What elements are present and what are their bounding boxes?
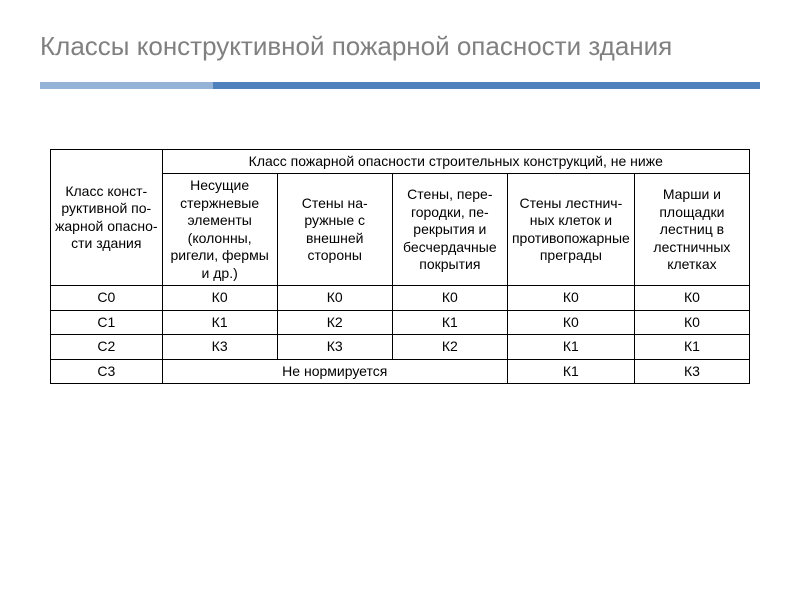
cell: К0	[634, 286, 749, 311]
page-title: Классы конструктивной пожарной опасности…	[40, 30, 760, 64]
divider-bar	[40, 82, 760, 89]
row-label: C2	[51, 335, 163, 360]
cell: К0	[507, 310, 634, 335]
table-row: C0 К0 К0 К0 К0 К0	[51, 286, 750, 311]
cell: К1	[507, 359, 634, 384]
divider-long-segment	[213, 82, 760, 89]
table-row-c3: C3 Не нормируется К1 К3	[51, 359, 750, 384]
cell: К0	[277, 286, 392, 311]
fire-hazard-class-table: Класс конст-руктивной по-жарной опасно-с…	[50, 149, 750, 385]
cell: К0	[507, 286, 634, 311]
cell: К1	[162, 310, 277, 335]
subheader-2: Стены на-ружные с внешней стороны	[277, 174, 392, 286]
cell: К0	[392, 286, 507, 311]
cell: К3	[634, 359, 749, 384]
cell: К1	[392, 310, 507, 335]
cell: К2	[277, 310, 392, 335]
table-header-row-1: Класс конст-руктивной по-жарной опасно-с…	[51, 149, 750, 174]
cell: К0	[634, 310, 749, 335]
subheader-4: Стены лестнич-ных клеток и противопожарн…	[507, 174, 634, 286]
header-main-class: Класс конст-руктивной по-жарной опасно-с…	[51, 149, 163, 286]
cell: К2	[392, 335, 507, 360]
subheader-3: Стены, пере-городки, пе-рекрытия и бесче…	[392, 174, 507, 286]
cell: К3	[277, 335, 392, 360]
table-container: Класс конст-руктивной по-жарной опасно-с…	[40, 149, 760, 385]
cell: К0	[162, 286, 277, 311]
subheader-1: Несущие стержневые элементы (колонны, ри…	[162, 174, 277, 286]
table-row: C2 К3 К3 К2 К1 К1	[51, 335, 750, 360]
header-group: Класс пожарной опасности строительных ко…	[162, 149, 749, 174]
cell: К1	[507, 335, 634, 360]
subheader-5: Марши и площадки лестниц в лестничных кл…	[634, 174, 749, 286]
table-row: C1 К1 К2 К1 К0 К0	[51, 310, 750, 335]
row-label: C3	[51, 359, 163, 384]
row-label: C0	[51, 286, 163, 311]
cell: К1	[634, 335, 749, 360]
c3-span-cell: Не нормируется	[162, 359, 507, 384]
divider-short-segment	[40, 82, 213, 89]
row-label: C1	[51, 310, 163, 335]
cell: К3	[162, 335, 277, 360]
